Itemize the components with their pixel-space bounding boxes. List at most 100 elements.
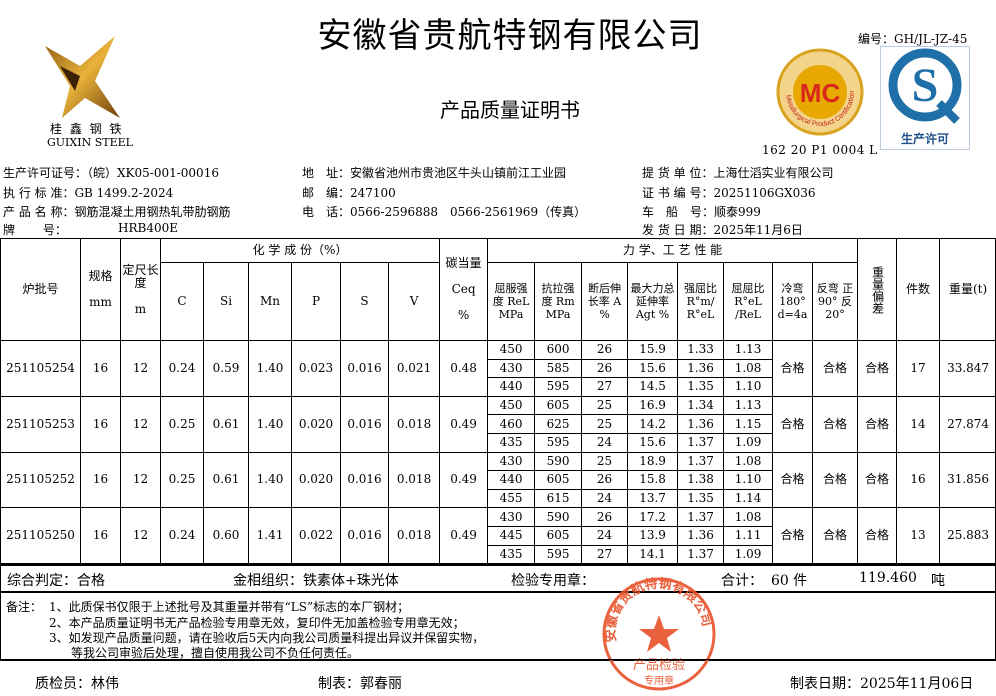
header-chem-c: C [161,263,204,341]
cell-length: 12 [121,452,161,508]
cell-mn: 1.40 [249,452,292,508]
header-mech-col: 冷弯 180° d=4a [773,263,813,341]
cell-test-value: 430 [488,452,535,471]
header-mechanical: 力 学、工 艺 性 能 [488,239,858,263]
header-ceq-unit: % [458,308,469,322]
total-pieces: 60 件 [771,570,807,590]
cell-test-value: 26 [582,341,628,360]
header-mech-col: 屈服强度 ReL MPa [488,263,535,341]
cell-batch: 251105254 [1,341,81,397]
cell-weight: 31.856 [940,452,996,508]
cell-spec: 16 [81,452,121,508]
cell-test-value: 605 [535,471,582,490]
header-ceq-symbol: Ceq [452,282,476,296]
cell-weight: 25.883 [940,508,996,564]
cell-test-value: 25 [582,396,628,415]
cell-test-value: 590 [535,508,582,527]
cell-test-value: 15.6 [628,433,678,452]
mc-certification-logo: MC Metallurgical Product Certification [776,48,864,139]
cell-test-value: 1.33 [678,341,724,360]
cell-test-value: 1.36 [678,526,724,545]
header-chem-s: S [341,263,389,341]
cell-batch: 251105252 [1,452,81,508]
cell-v: 0.021 [389,341,440,397]
cell-test-value: 590 [535,452,582,471]
svg-text:专用章: 专用章 [644,674,674,687]
cell-test-value: 435 [488,433,535,452]
ship-date: 发 货 日 期：2025年11月6日 [642,221,803,238]
grade-value: HRB400E [118,221,178,235]
header-chem-v: V [389,263,440,341]
cell-ceq: 0.49 [440,452,488,508]
cell-test-value: 13.7 [628,489,678,508]
cell-test-value: 24 [582,489,628,508]
cell-test-value: 460 [488,415,535,434]
note-item: 等我公司审验后处理，擅自使用我公司不负任何责任。 [71,644,359,661]
cell-test-value: 450 [488,341,535,360]
cell-spec: 16 [81,341,121,397]
inspector: 质检员：林伟 [35,673,119,693]
cell-test-value: 17.2 [628,508,678,527]
cell-cold-bend: 合格 [773,508,813,564]
cell-test-value: 25 [582,415,628,434]
cell-mn: 1.41 [249,508,292,564]
cell-c: 0.25 [161,396,204,452]
cell-p: 0.022 [292,508,341,564]
header-ceq-label: 碳当量 [446,256,482,270]
cell-ceq: 0.48 [440,341,488,397]
cell-test-value: 625 [535,415,582,434]
logo-text-en: GUIXIN STEEL [47,136,133,149]
cell-s: 0.016 [341,508,389,564]
cell-test-value: 1.08 [724,359,773,378]
cell-test-value: 25 [582,452,628,471]
cell-cold-bend: 合格 [773,452,813,508]
cell-c: 0.24 [161,508,204,564]
certificate-number: 证 书 编 号：20251106GX036 [642,184,816,201]
cell-test-value: 16.9 [628,396,678,415]
cell-test-value: 585 [535,359,582,378]
cell-test-value: 615 [535,489,582,508]
cell-length: 12 [121,508,161,564]
cell-test-value: 445 [488,526,535,545]
cell-weight-deviation: 合格 [858,452,897,508]
cell-weight: 33.847 [940,341,996,397]
cell-test-value: 600 [535,341,582,360]
cell-test-value: 14.1 [628,545,678,564]
preparer: 制表：郭春丽 [318,673,402,693]
cell-test-value: 440 [488,378,535,397]
cell-test-value: 1.35 [678,489,724,508]
cell-test-value: 1.36 [678,415,724,434]
header-chem-mn: Mn [249,263,292,341]
cell-length: 12 [121,396,161,452]
cell-test-value: 1.15 [724,415,773,434]
cell-si: 0.61 [204,452,249,508]
cell-p: 0.023 [292,341,341,397]
cell-test-value: 450 [488,396,535,415]
customer: 提 货 单 位：上海仕滔实业有限公司 [642,164,833,181]
cell-weight-deviation: 合格 [858,396,897,452]
cell-test-value: 26 [582,471,628,490]
postcode: 邮 编：247100 [302,184,396,201]
cell-test-value: 14.5 [628,378,678,397]
product-name: 产 品 名 称：钢筋混凝土用钢热轧带肋钢筋 [3,203,230,220]
document-number: 编号：GH/JL-JZ-45 [858,30,967,47]
header-mech-col: 反弯 正90° 反20° [813,263,858,341]
cell-test-value: 18.9 [628,452,678,471]
cell-s: 0.016 [341,452,389,508]
cell-pieces: 13 [897,508,940,564]
cell-weight: 27.874 [940,396,996,452]
svg-text:S: S [912,59,939,112]
header-length-label: 定尺长度 [122,263,158,290]
cell-mn: 1.40 [249,396,292,452]
cell-p: 0.020 [292,452,341,508]
cell-test-value: 24 [582,526,628,545]
cell-test-value: 1.11 [724,526,773,545]
cell-test-value: 1.08 [724,452,773,471]
cell-test-value: 1.13 [724,396,773,415]
cell-rebend: 合格 [813,396,858,452]
header-ceq: 碳当量 Ceq% [440,239,488,341]
cell-batch: 251105250 [1,508,81,564]
cell-pieces: 16 [897,452,940,508]
cell-test-value: 605 [535,526,582,545]
